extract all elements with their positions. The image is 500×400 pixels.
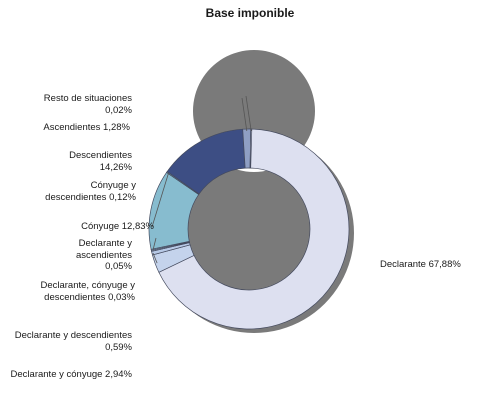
label-resto-situaciones: Resto de situaciones 0,02% xyxy=(43,93,132,116)
label-declarante-conyuge: Declarante y cónyuge 2,94% xyxy=(10,369,132,380)
label-descendientes: Descendientes 14,26% xyxy=(69,150,132,173)
label-declarante-conyuge-descendientes: Declarante, cónyuge y descendientes 0,03… xyxy=(40,280,135,303)
leader-line-7 xyxy=(151,172,169,228)
label-declarante-descendientes: Declarante y descendientes 0,59% xyxy=(14,330,132,353)
label-ascendientes: Ascendientes 1,28% xyxy=(43,122,130,133)
leader-line-5 xyxy=(152,237,157,250)
label-declarante-ascendientes: Declarante y ascendientes 0,05% xyxy=(76,238,132,272)
leader-line-2 xyxy=(152,252,158,264)
chart-title: Base imponible xyxy=(205,6,295,20)
label-declarante: Declarante 67,88% xyxy=(380,259,461,270)
leader-line-10 xyxy=(245,95,252,132)
slice-1[interactable] xyxy=(158,128,350,330)
label-conyuge-descendientes: Cónyuge y descendientes 0,12% xyxy=(45,180,136,203)
label-conyuge: Cónyuge 12,83% xyxy=(81,221,154,232)
leader-line-9 xyxy=(241,97,248,132)
